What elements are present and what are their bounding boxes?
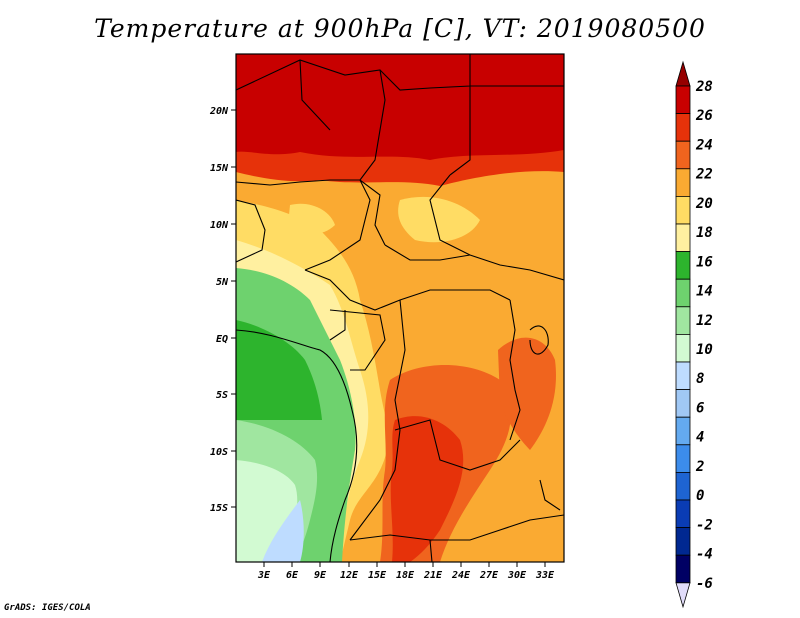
colorbar-label: 22: [695, 167, 713, 183]
lon-ticks: [263, 562, 546, 567]
colorbar-swatch: [675, 554, 691, 584]
colorbar-swatch: [675, 223, 691, 253]
colorbar-swatch: [675, 85, 691, 115]
colorbar-label: 24: [695, 137, 713, 153]
colorbar-label: 12: [696, 313, 713, 329]
chart-title: Temperature at 900hPa [C], VT: 201908050…: [94, 14, 706, 43]
colorbar-label: -6: [696, 576, 713, 592]
lon-label: 15E: [368, 570, 387, 581]
lon-label: 21E: [423, 570, 443, 581]
colorbar-bottom-arrow: [675, 582, 691, 609]
colorbar-label: 18: [696, 225, 713, 241]
colorbar-swatch: [675, 306, 691, 335]
colorbar-label: -4: [696, 547, 713, 563]
colorbar-swatch: [675, 471, 691, 501]
colorbar-swatch: [675, 195, 691, 225]
lat-label: 5N: [216, 277, 229, 288]
colorbar-swatch: [675, 140, 691, 170]
lon-label: 9E: [314, 570, 327, 581]
lat-label: 15S: [210, 503, 228, 514]
lon-label: 6E: [286, 570, 299, 581]
colorbar-label: 0: [696, 488, 704, 504]
map-frame: [235, 53, 565, 563]
colorbar-label: 8: [696, 371, 704, 387]
colorbar-swatch: [675, 444, 691, 473]
lon-label: 12E: [340, 570, 359, 581]
colorbar-swatch: [675, 333, 691, 363]
lat-label: 10N: [210, 220, 229, 231]
lon-label: 18E: [396, 570, 415, 581]
colorbar-label: 10: [696, 342, 713, 358]
colorbar-label: -2: [696, 517, 713, 533]
colorbar-top-arrow: [675, 60, 691, 87]
lat-label: 15N: [210, 163, 229, 174]
lon-label: 33E: [535, 570, 555, 581]
colorbar-label: 28: [695, 79, 713, 95]
lon-label: 24E: [451, 570, 471, 581]
credit-label: GrADS: IGES/COLA: [4, 603, 91, 613]
lon-label: 3E: [257, 570, 271, 581]
colorbar-label: 2: [695, 459, 704, 475]
country-borders: [236, 54, 564, 562]
lat-label: EQ: [216, 334, 228, 345]
lat-ticks: [231, 109, 236, 508]
lon-label: 27E: [479, 570, 499, 581]
colorbar-label: 16: [696, 254, 713, 270]
colorbar-swatch: [675, 499, 691, 529]
colorbar-label: 4: [696, 430, 704, 446]
colorbar-label: 20: [695, 196, 713, 212]
colorbar-label: 14: [696, 284, 713, 300]
colorbar-swatch: [675, 168, 691, 197]
colorbar-swatch: [675, 361, 691, 391]
temperature-field: [236, 54, 564, 562]
colorbar-swatch: [675, 113, 691, 142]
colorbar-swatch: [675, 527, 691, 556]
lat-label: 10S: [210, 447, 228, 458]
lat-label: 20N: [209, 106, 229, 117]
lon-label: 30E: [507, 570, 527, 581]
colorbar-label: 26: [695, 108, 713, 124]
colorbar-swatch: [675, 251, 691, 280]
colorbar-swatch: [675, 389, 691, 418]
colorbar-swatch: [675, 416, 691, 446]
colorbar-label: 6: [696, 400, 704, 416]
lat-label: 5S: [216, 390, 228, 401]
colorbar-swatch: [675, 278, 691, 308]
